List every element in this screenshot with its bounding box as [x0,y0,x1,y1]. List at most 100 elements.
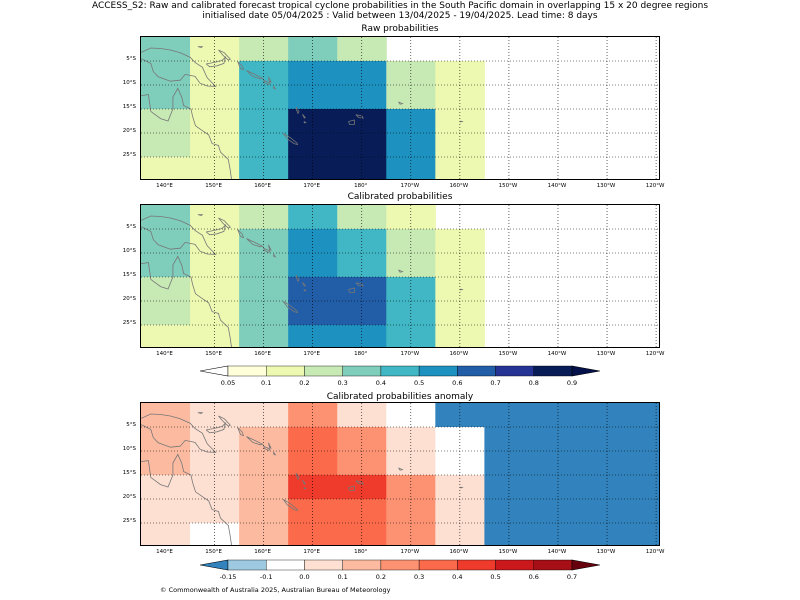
grid-cell [141,499,191,524]
lon-label: 170°W [400,351,420,357]
lat-label: 15°S [122,104,136,110]
lon-label: 120°W [645,549,665,555]
coastline [348,485,355,491]
colorbar-swatch [457,365,496,377]
coastline [218,49,231,61]
coastline [141,453,232,545]
coastline [205,223,227,236]
coastline [246,436,264,446]
colorbar-tick-label: 0.7 [566,573,578,581]
coastline [246,238,264,248]
colorbar-swatch [342,559,382,571]
coastline [197,46,204,49]
lon-label: 180° [354,351,368,357]
grid-cell [141,85,191,110]
lon-label: 150°W [498,183,518,189]
lon-label: 180° [354,549,368,555]
coastline [273,85,277,90]
coastline [141,255,232,347]
grid-cell [141,301,191,326]
colorbar-swatch [380,559,420,571]
panel-title-raw: Raw probabilities [361,24,439,34]
lon-label: 140°W [547,351,567,357]
map-raw-probabilities [140,36,660,180]
colorbar-anomaly [199,558,601,572]
colorbar-swatch [304,365,343,377]
colorbar-swatch [342,365,382,377]
grid-cell [141,451,191,476]
panel-title-calibrated: Calibrated probabilities [347,192,453,202]
map-calibrated-probabilities [140,204,660,348]
lat-label: 10°S [122,446,136,452]
grid-cell [190,523,240,545]
coastline [273,451,277,456]
lon-label: 180° [354,183,368,189]
grid-cell [337,157,387,179]
map-svg [141,403,659,545]
coastline [303,289,307,292]
lon-label: 130°W [596,351,616,357]
colorbar-swatch [304,559,343,571]
coastline [263,445,271,451]
colorbar-tick-label: 0.5 [413,379,425,387]
coastline [282,499,299,512]
coastline [295,106,300,115]
lon-label: 170°W [400,183,420,189]
lon-label: 160°E [254,549,271,555]
coastline [303,487,307,490]
coastline [302,114,306,119]
coastline [460,288,464,291]
grid-cell [141,157,191,179]
lon-label: 140°W [547,183,567,189]
coastline [268,76,272,83]
coastline [302,480,306,485]
coastline [355,114,364,119]
colorbar-svg [199,559,601,571]
lon-label: 170°W [400,549,420,555]
lon-label: 170°E [303,351,321,357]
colorbar-swatch [495,365,534,377]
lon-label: 130°W [596,549,616,555]
colorbar-tick-label: 0.9 [566,379,578,387]
colorbar-tick-label: -0.15 [219,573,237,581]
coastline [295,274,300,283]
grid-cell [337,325,387,347]
colorbar-tick-label: 0.3 [413,573,425,581]
coastline [282,133,299,146]
coastline [398,101,404,105]
colorbar-over-extension [571,559,601,571]
grid-cell [337,523,387,545]
grid-cell [141,253,191,278]
coastline [302,282,306,287]
coastline [398,467,404,471]
coastline [237,229,245,239]
figure-title-line2: initialised date 05/04/2025 : Valid betw… [202,11,598,21]
lon-label: 170°E [303,549,321,555]
coastline [303,121,307,124]
coastline [141,215,217,255]
coastline [141,87,232,179]
lon-label: 140°E [156,183,173,189]
grid-cell [141,61,191,86]
coastline [218,217,231,229]
coastline [355,282,364,287]
coastline [398,269,404,273]
lat-label: 10°S [122,80,136,86]
lon-label: 160°W [449,351,469,357]
lon-label: 120°W [645,351,665,357]
colorbar-tick-label: 0.0 [299,573,310,581]
grid-cell [141,277,191,302]
grid-cell [288,325,338,347]
colorbar-swatch [380,365,420,377]
grid-cell [239,157,289,179]
colorbar-swatch [533,365,573,377]
coastline [295,472,300,481]
colorbar-tick-label: -0.1 [259,573,273,581]
coastline [282,301,299,314]
coastline [205,55,227,68]
colorbar-tick-label: 0.05 [220,379,236,387]
lon-label: 160°W [449,183,469,189]
coastline [218,415,231,427]
coastline [237,427,245,437]
colorbar-under-extension [199,559,229,571]
